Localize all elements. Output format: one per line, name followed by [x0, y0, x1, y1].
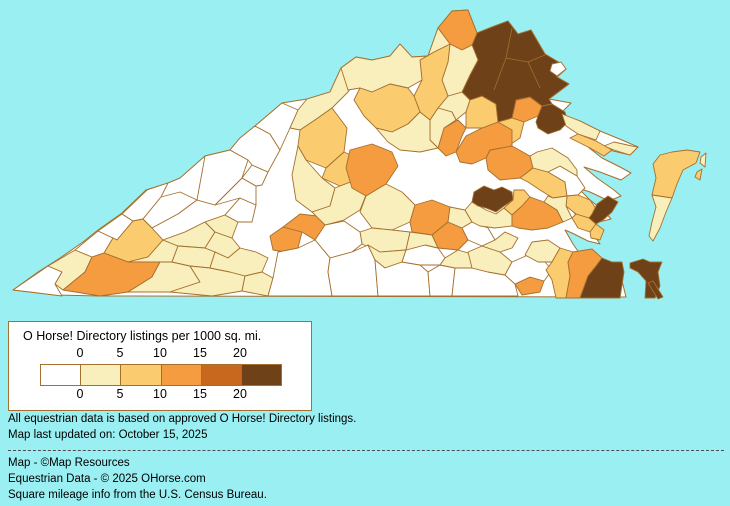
county-shape: [427, 264, 456, 297]
virginia-choropleth-map: [12, 9, 707, 300]
legend-swatch: [41, 365, 82, 385]
county-shape: [648, 194, 673, 242]
county-shape: [375, 111, 439, 153]
county-shape: [699, 152, 707, 168]
data-source-note: All equestrian data is based on approved…: [8, 413, 357, 425]
county-border-line: [505, 57, 529, 63]
map-updated-note: Map last updated on: October 15, 2025: [8, 429, 208, 441]
county-border-line: [493, 57, 507, 91]
legend-tick-label: 0: [76, 346, 84, 360]
legend-tick-label: 20: [233, 346, 247, 360]
county-border-line: [527, 54, 546, 63]
data-credit: Equestrian Data - © 2025 OHorse.com: [8, 473, 206, 485]
legend-swatch: [121, 365, 162, 385]
county-shape: [651, 149, 701, 199]
legend-ticks-top: 0 5 10 15 20: [9, 346, 311, 361]
county-shape: [455, 121, 513, 165]
county-shape: [12, 265, 63, 297]
county-shape: [589, 223, 605, 241]
county-border-line: [527, 61, 541, 89]
county-shape: [543, 195, 573, 223]
county-shape: [204, 214, 239, 239]
county-shape: [529, 147, 578, 177]
legend-ticks-bottom: 0 5 10 15 20: [9, 387, 311, 402]
county-shape: [549, 61, 567, 77]
county-shape: [471, 185, 514, 213]
county-shape: [694, 168, 703, 181]
legend-tick-label: 0: [76, 387, 84, 401]
map-credit: Map - ©Map Resources: [8, 457, 130, 469]
county-shape: [374, 259, 431, 297]
county-shape: [481, 231, 519, 253]
legend-tick-label: 10: [153, 346, 167, 360]
legend-tick-label: 5: [116, 346, 124, 360]
county-shape: [579, 257, 625, 299]
legend-title: O Horse! Directory listings per 1000 sq.…: [23, 329, 262, 343]
county-border-line: [505, 27, 513, 59]
legend-tick-label: 5: [116, 387, 124, 401]
legend-swatch: [161, 365, 202, 385]
legend-swatch: [201, 365, 242, 385]
legend-tick-label: 15: [193, 346, 207, 360]
legend-swatch: [241, 365, 282, 385]
county-shape: [561, 113, 601, 141]
legend-box: O Horse! Directory listings per 1000 sq.…: [8, 321, 312, 411]
county-shape: [467, 245, 513, 276]
dashed-divider: [8, 450, 724, 451]
census-credit: Square mileage info from the U.S. Census…: [8, 489, 267, 501]
county-shape: [647, 280, 664, 300]
legend-tick-label: 15: [193, 387, 207, 401]
county-shape: [241, 164, 269, 187]
county-shape: [569, 133, 613, 157]
legend-tick-label: 10: [153, 387, 167, 401]
legend-tick-label: 20: [233, 387, 247, 401]
county-shape: [405, 231, 439, 251]
legend-swatch: [81, 365, 122, 385]
legend-color-ramp: [40, 364, 282, 386]
county-shape: [224, 197, 257, 223]
county-shape: [588, 195, 619, 225]
map-svg: [12, 9, 707, 300]
